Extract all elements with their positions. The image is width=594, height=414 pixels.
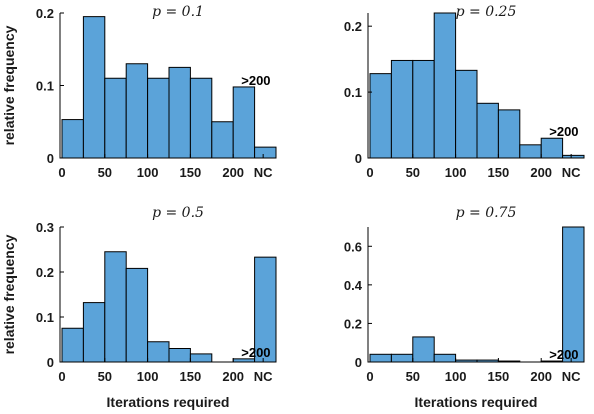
- bar: [61, 327, 84, 363]
- annotation-label: >200: [549, 124, 578, 139]
- y-tick-label: 0.2: [36, 6, 54, 21]
- y-axis-label: relative frequency: [1, 234, 17, 354]
- bar: [147, 77, 170, 159]
- y-tick-label: 0.1: [36, 79, 54, 94]
- bar: [104, 77, 127, 159]
- x-axis-label: Iterations required: [415, 394, 538, 410]
- bar: [433, 12, 457, 159]
- y-tick-label: 0.1: [36, 310, 54, 325]
- x-tick-label: 0: [58, 165, 65, 180]
- bar: [412, 59, 435, 159]
- x-tick-label: 200: [530, 369, 552, 384]
- y-axis-label: relative frequency: [1, 25, 17, 145]
- x-tick-label: 100: [445, 165, 467, 180]
- panel-title: p = 0.5: [152, 205, 204, 221]
- bar: [168, 66, 191, 159]
- x-tick-label: 150: [488, 369, 510, 384]
- axes: [367, 227, 584, 363]
- y-tick-label: 0.1: [344, 85, 362, 100]
- panel-p-0.75: 0 0.2 0.4 0.6 0 50 100 150 200 NC p = 0.75 Iteratio…: [344, 205, 585, 410]
- bar: [369, 353, 392, 363]
- y-tick-label: 0.4: [344, 278, 363, 293]
- x-tick-label: 100: [137, 165, 159, 180]
- bar: [390, 59, 414, 159]
- panel-title: p = 0.75: [456, 205, 517, 221]
- bar: [562, 226, 585, 363]
- panel-title: p = 0.25: [456, 4, 517, 20]
- y-tick-label: 0: [47, 151, 54, 166]
- x-tick-label: 200: [530, 165, 552, 180]
- bar: [168, 348, 191, 363]
- y-tick-label: 0.6: [344, 239, 362, 254]
- bar: [189, 77, 213, 159]
- x-tick-label: NC: [254, 165, 273, 180]
- bar: [104, 251, 127, 363]
- x-tick-label: NC: [562, 165, 581, 180]
- y-tick-label: 0: [47, 355, 54, 370]
- bar: [390, 353, 414, 363]
- x-tick-label: 150: [180, 369, 202, 384]
- bar: [232, 86, 256, 159]
- bar: [82, 302, 106, 363]
- bar: [369, 73, 392, 159]
- x-tick-label: 50: [406, 165, 420, 180]
- y-tick-label: 0.2: [344, 316, 362, 331]
- x-tick-label: 150: [180, 165, 202, 180]
- y-tick-label: 0: [355, 151, 362, 166]
- y-tick-label: 0.3: [36, 220, 54, 235]
- x-tick-label: NC: [254, 369, 273, 384]
- bar: [189, 353, 213, 363]
- bar: [476, 102, 499, 159]
- x-tick-label: 50: [406, 369, 420, 384]
- annotation-label: >200: [241, 73, 270, 88]
- bar: [211, 121, 234, 159]
- bar: [497, 109, 521, 159]
- y-tick-label: 0.2: [344, 19, 362, 34]
- x-tick-label: 0: [366, 165, 373, 180]
- bar: [147, 341, 170, 363]
- x-tick-label: 50: [98, 165, 112, 180]
- panel-title: p = 0.1: [152, 4, 204, 20]
- x-tick-label: 100: [445, 369, 467, 384]
- x-tick-label: 100: [137, 369, 159, 384]
- x-tick-label: NC: [562, 369, 581, 384]
- bar: [540, 137, 564, 159]
- x-tick-label: 0: [58, 369, 65, 384]
- x-tick-label: 150: [488, 165, 510, 180]
- bar: [125, 63, 149, 159]
- bar: [254, 146, 277, 159]
- bar: [82, 16, 106, 159]
- panel-p-0.5: 0 0.1 0.2 0.3 0 50 100 150 200 NC p = 0.5 relative …: [1, 205, 277, 410]
- bar: [433, 353, 457, 363]
- y-tick-label: 0: [355, 355, 362, 370]
- x-tick-label: 200: [222, 165, 244, 180]
- panel-p-0.25: 0 0.1 0.2 0 50 100 150 200 NC p = 0.25 >200: [344, 4, 585, 180]
- annotation-label: >200: [241, 345, 270, 360]
- bar: [519, 144, 542, 159]
- bar: [125, 267, 149, 363]
- bar: [455, 69, 478, 159]
- annotation-label: >200: [549, 347, 578, 362]
- x-tick-label: 0: [366, 369, 373, 384]
- x-tick-label: 200: [222, 369, 244, 384]
- x-tick-label: 50: [98, 369, 112, 384]
- bar: [61, 119, 84, 159]
- x-axis-label: Iterations required: [107, 394, 230, 410]
- y-tick-label: 0.2: [36, 265, 54, 280]
- panel-p-0.1: 0 0.1 0.2 0 50 100 150 200 NC p = 0.1 relative fre…: [1, 4, 277, 180]
- bar: [412, 336, 435, 363]
